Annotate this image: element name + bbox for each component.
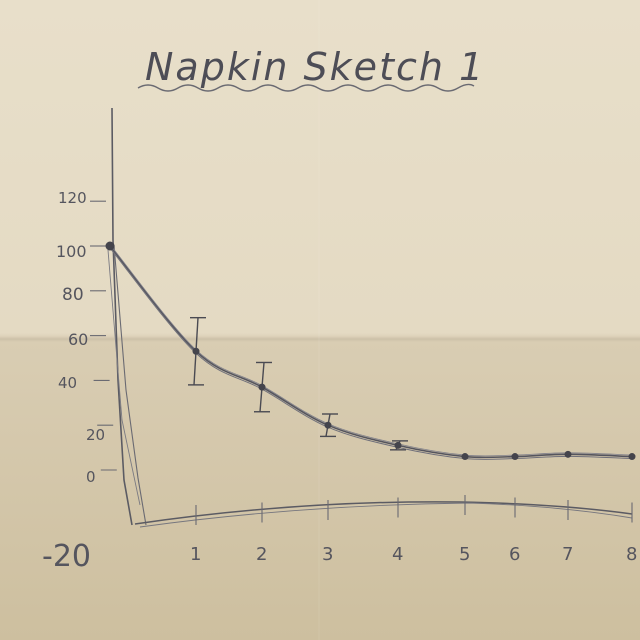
x-tick-label: 5 (459, 544, 470, 565)
data-points (105, 241, 636, 461)
y-tick-label: 20 (86, 426, 105, 444)
x-tick-label: 8 (626, 544, 637, 565)
x-ticks: 1 2 3 4 5 6 7 8 (190, 495, 637, 565)
x-tick-label: 1 (190, 544, 201, 565)
y-tick-label: 80 (62, 285, 84, 305)
y-tick-label: 40 (58, 374, 77, 392)
data-point (258, 383, 266, 391)
data-point (628, 453, 636, 461)
axes (107, 107, 633, 528)
y-ticks: 120 100 80 60 40 20 0 -20 (42, 189, 117, 574)
x-tick-label: 6 (509, 544, 520, 565)
y-tick-label: 60 (68, 330, 88, 349)
title-underline (137, 83, 475, 92)
y-axis-stroke-3 (107, 249, 141, 506)
napkin-fold (0, 336, 640, 342)
data-point (461, 453, 469, 461)
data-curve (109, 244, 633, 460)
x-tick-label: 7 (562, 544, 573, 565)
x-tick-label: 4 (392, 544, 403, 565)
series-line (109, 245, 633, 459)
y-tick-label: 0 (86, 468, 96, 486)
x-axis (134, 501, 633, 525)
y-tick-label: 120 (58, 189, 87, 207)
x-tick-label: 3 (322, 544, 333, 565)
y-axis-stroke-2 (113, 244, 147, 526)
napkin-fold-vertical (318, 0, 320, 640)
data-point (511, 453, 519, 461)
data-point (564, 450, 572, 458)
series-line (109, 247, 633, 460)
data-point (192, 347, 200, 355)
y-tick-label: 100 (56, 242, 87, 261)
y-tick-label: -20 (42, 539, 91, 574)
chart-title: Napkin Sketch 1 (145, 45, 485, 89)
y-axis (111, 107, 133, 526)
data-point (324, 421, 332, 429)
data-point (394, 441, 402, 449)
data-point (105, 241, 115, 251)
x-axis-stroke-2 (139, 502, 633, 528)
error-bars (188, 316, 408, 451)
x-tick-label: 2 (256, 544, 267, 565)
series-line (109, 244, 633, 457)
